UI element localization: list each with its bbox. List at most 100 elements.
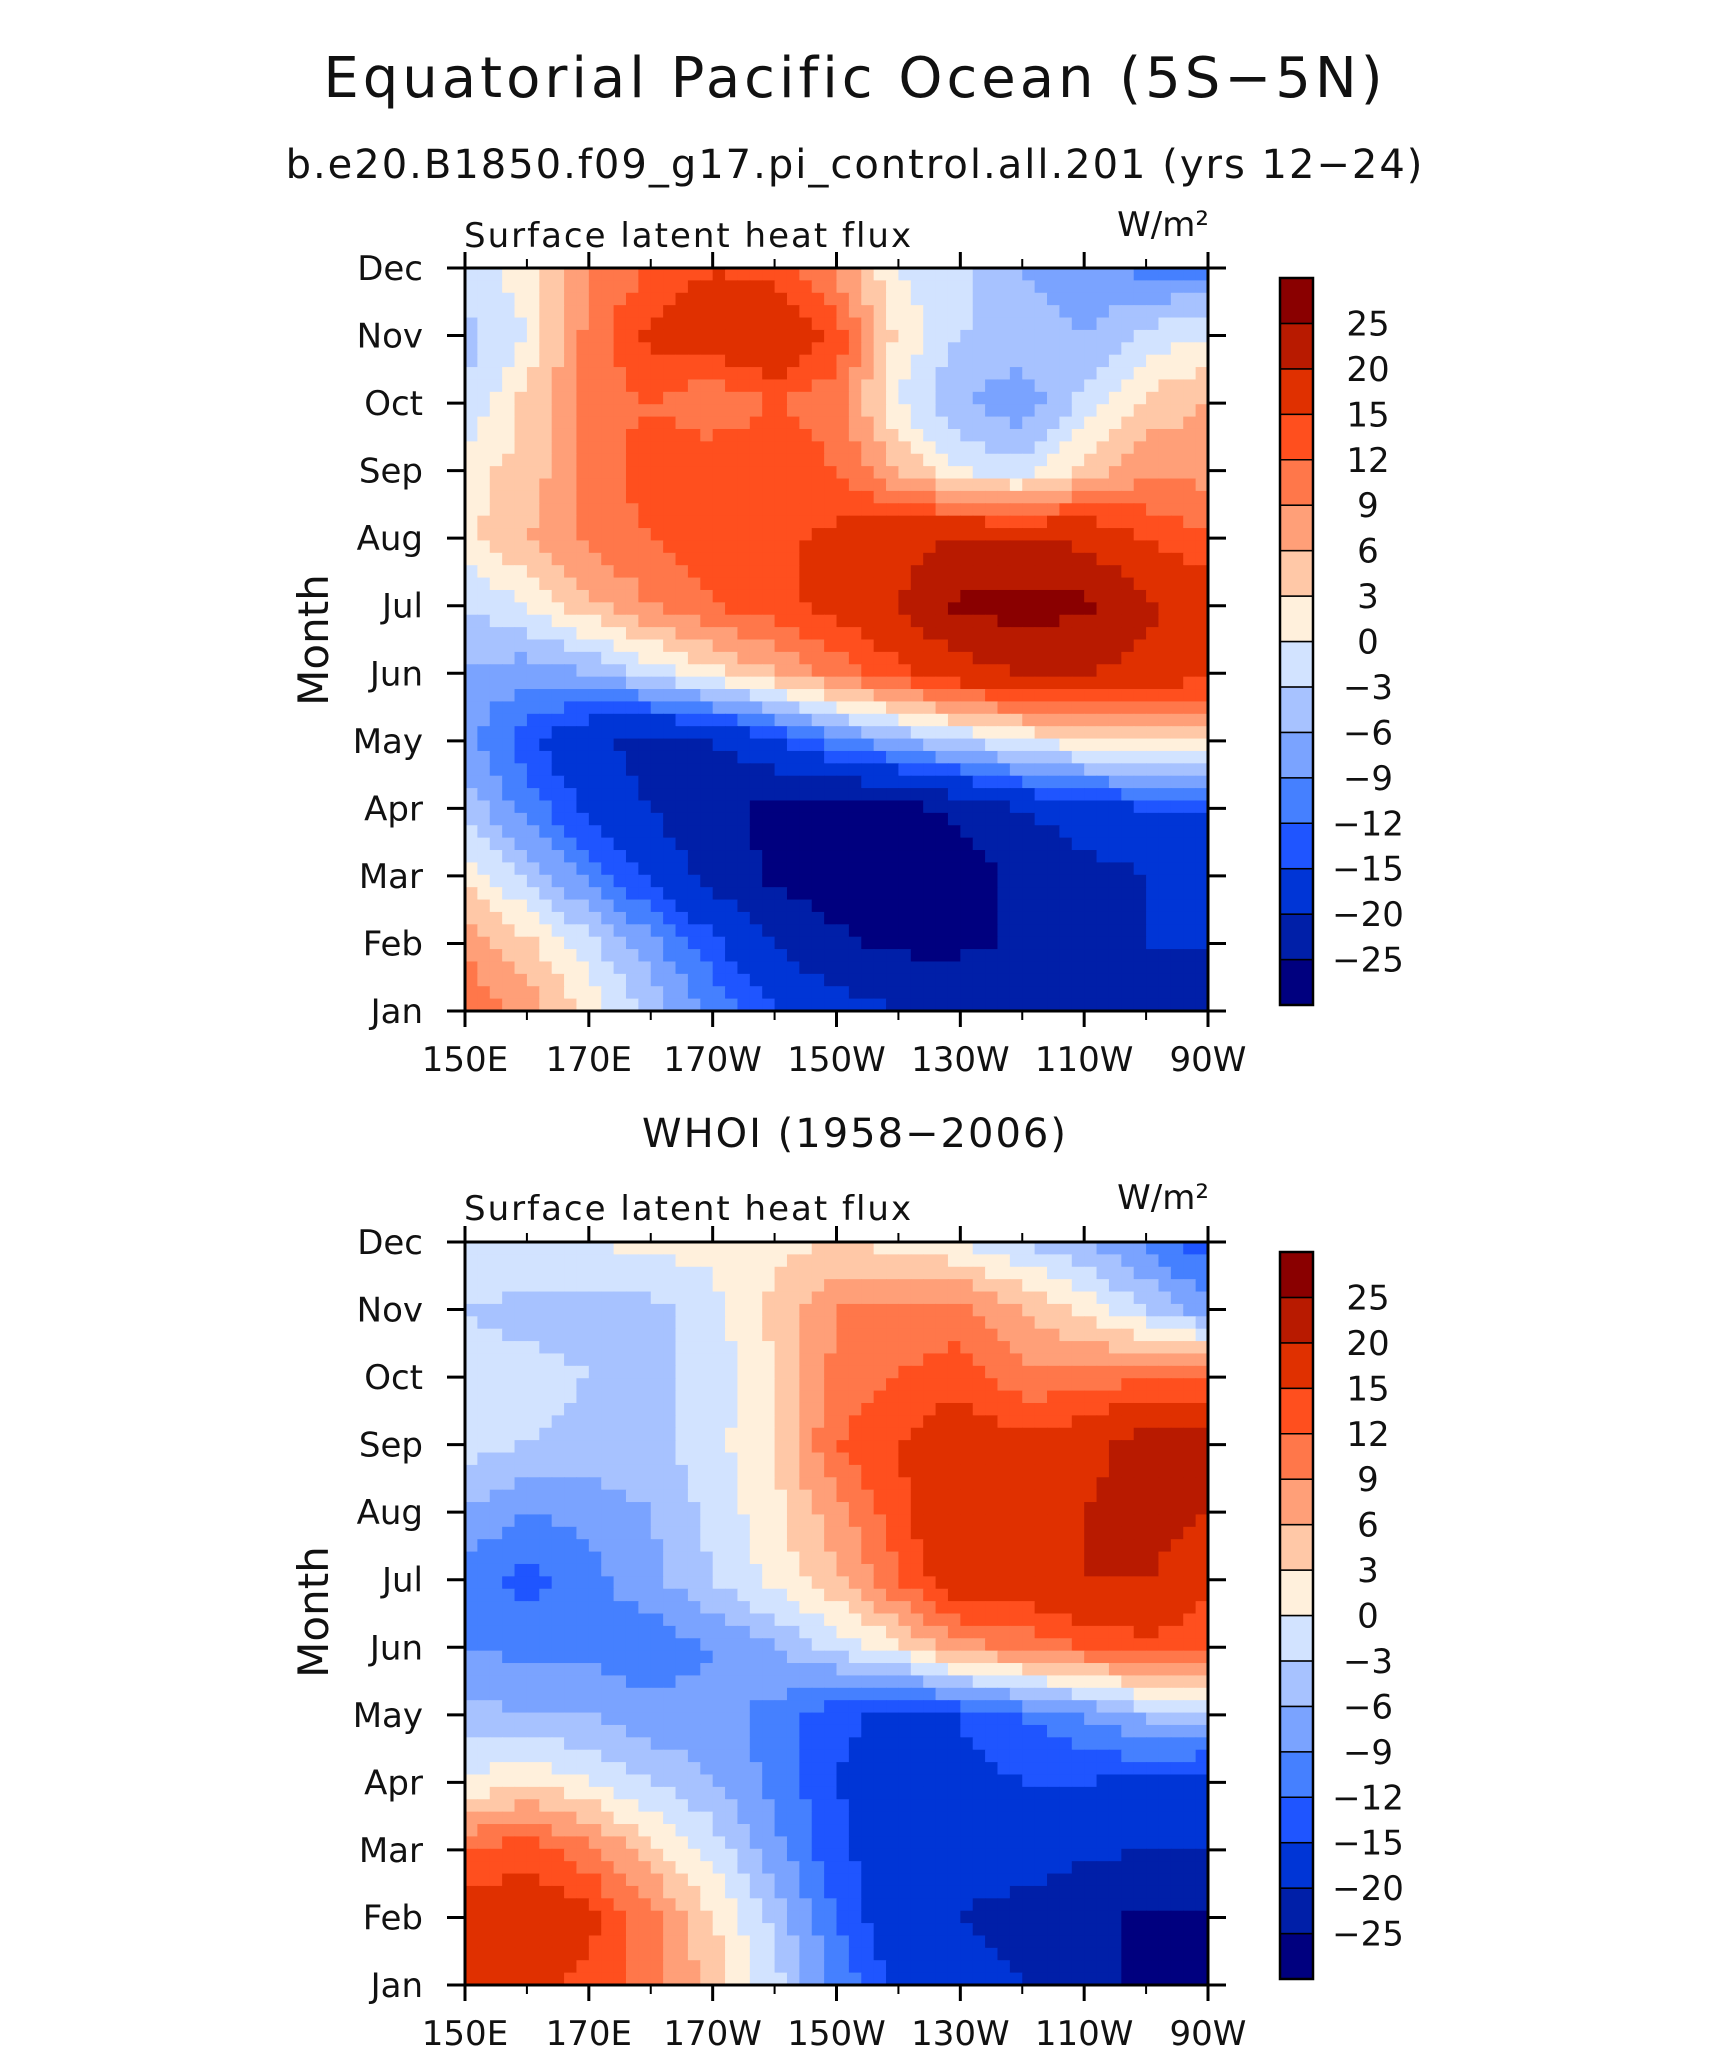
heatmap-cell: [1022, 788, 1036, 802]
heatmap-cell: [725, 738, 739, 752]
heatmap-cell: [477, 850, 491, 863]
heatmap-cell: [1146, 1390, 1160, 1404]
heatmap-cell: [1146, 1464, 1160, 1478]
heatmap-cell: [811, 837, 825, 851]
heatmap-cell: [749, 490, 763, 504]
heatmap-cell: [700, 676, 714, 690]
heatmap-cell: [923, 689, 937, 703]
heatmap-cell: [1195, 812, 1209, 826]
heatmap-cell: [910, 961, 924, 975]
panel-1-plot-area: [465, 268, 1209, 1012]
heatmap-cell: [477, 490, 491, 504]
heatmap-cell: [477, 305, 491, 319]
heatmap-cell: [1084, 280, 1098, 294]
heatmap-cell: [625, 874, 639, 888]
heatmap-cell: [601, 1464, 615, 1478]
heatmap-cell: [465, 329, 478, 343]
heatmap-cell: [477, 1341, 491, 1355]
heatmap-cell: [514, 416, 528, 430]
heatmap-cell: [848, 268, 862, 281]
heatmap-cell: [625, 515, 639, 529]
heatmap-cell: [1158, 589, 1172, 603]
heatmap-cell: [712, 763, 726, 777]
heatmap-cell: [836, 850, 850, 863]
heatmap-cell: [638, 1279, 652, 1293]
heatmap-cell: [514, 1341, 528, 1355]
heatmap-cell: [1096, 1415, 1110, 1429]
heatmap-cell: [1195, 850, 1209, 863]
heatmap-cell: [898, 1353, 912, 1367]
heatmap-cell: [1071, 750, 1085, 764]
heatmap-cell: [762, 1291, 776, 1305]
heatmap-cell: [650, 676, 664, 690]
heatmap-cell: [935, 1242, 949, 1255]
heatmap-cell: [960, 342, 974, 356]
heatmap-cell: [1059, 676, 1073, 690]
heatmap-cell: [625, 305, 639, 319]
heatmap-cell: [1059, 800, 1073, 814]
heatmap-cell: [687, 329, 701, 343]
heatmap-cell: [465, 850, 478, 863]
heatmap-cell: [1146, 540, 1160, 554]
heatmap-cell: [935, 837, 949, 851]
heatmap-cell: [1047, 589, 1060, 603]
heatmap-cell: [749, 1266, 763, 1280]
heatmap-cell: [613, 1291, 627, 1305]
heatmap-cell: [465, 837, 478, 851]
heatmap-cell: [786, 540, 800, 554]
heatmap-cell: [1146, 577, 1160, 591]
heatmap-cell: [762, 379, 776, 393]
heatmap-cell: [910, 552, 924, 566]
heatmap-cell: [638, 404, 652, 418]
heatmap-cell: [700, 565, 714, 579]
heatmap-cell: [1133, 986, 1147, 1000]
heatmap-cell: [1158, 453, 1172, 467]
heatmap-cell: [1108, 1440, 1122, 1454]
heatmap-cell: [1121, 614, 1135, 628]
heatmap-cell: [848, 292, 862, 306]
heatmap-cell: [551, 1242, 565, 1255]
heatmap-cell: [985, 565, 999, 579]
heatmap-cell: [749, 825, 763, 839]
heatmap-cell: [687, 528, 701, 542]
heatmap-cell: [1034, 317, 1048, 331]
heatmap-cell: [1108, 490, 1122, 504]
heatmap-cell: [1195, 1440, 1209, 1454]
heatmap-cell: [873, 1452, 887, 1466]
heatmap-cell: [1146, 1303, 1160, 1317]
heatmap-cell: [539, 329, 553, 343]
heatmap-cell: [848, 1303, 862, 1317]
heatmap-cell: [675, 317, 689, 331]
heatmap-cell: [477, 1402, 491, 1416]
heatmap-cell: [774, 899, 788, 913]
heatmap-cell: [799, 1365, 813, 1379]
heatmap-cell: [848, 738, 862, 752]
heatmap-cell: [675, 949, 689, 963]
heatmap-cell: [539, 317, 553, 331]
heatmap-cell: [576, 602, 590, 616]
heatmap-cell: [861, 800, 875, 814]
heatmap-cell: [588, 627, 602, 641]
heatmap-cell: [824, 1303, 838, 1317]
heatmap-cell: [1158, 441, 1172, 455]
heatmap-cell: [551, 515, 565, 529]
heatmap-cell: [799, 1328, 813, 1342]
heatmap-cell: [762, 651, 776, 665]
heatmap-cell: [1121, 1415, 1135, 1429]
heatmap-cell: [923, 924, 937, 938]
heatmap-cell: [1158, 379, 1172, 393]
heatmap-cell: [1195, 441, 1209, 455]
heatmap-cell: [1084, 887, 1098, 901]
heatmap-cell: [947, 726, 961, 740]
heatmap-cell: [811, 503, 825, 517]
heatmap-cell: [1009, 441, 1023, 455]
heatmap-cell: [1195, 664, 1209, 678]
heatmap-cell: [465, 651, 478, 665]
heatmap-cell: [465, 342, 478, 356]
heatmap-cell: [1108, 1390, 1122, 1404]
heatmap-cell: [663, 1427, 677, 1441]
heatmap-cell: [712, 825, 726, 839]
heatmap-cell: [1096, 713, 1110, 727]
heatmap-cell: [700, 800, 714, 814]
heatmap-cell: [985, 1415, 999, 1429]
